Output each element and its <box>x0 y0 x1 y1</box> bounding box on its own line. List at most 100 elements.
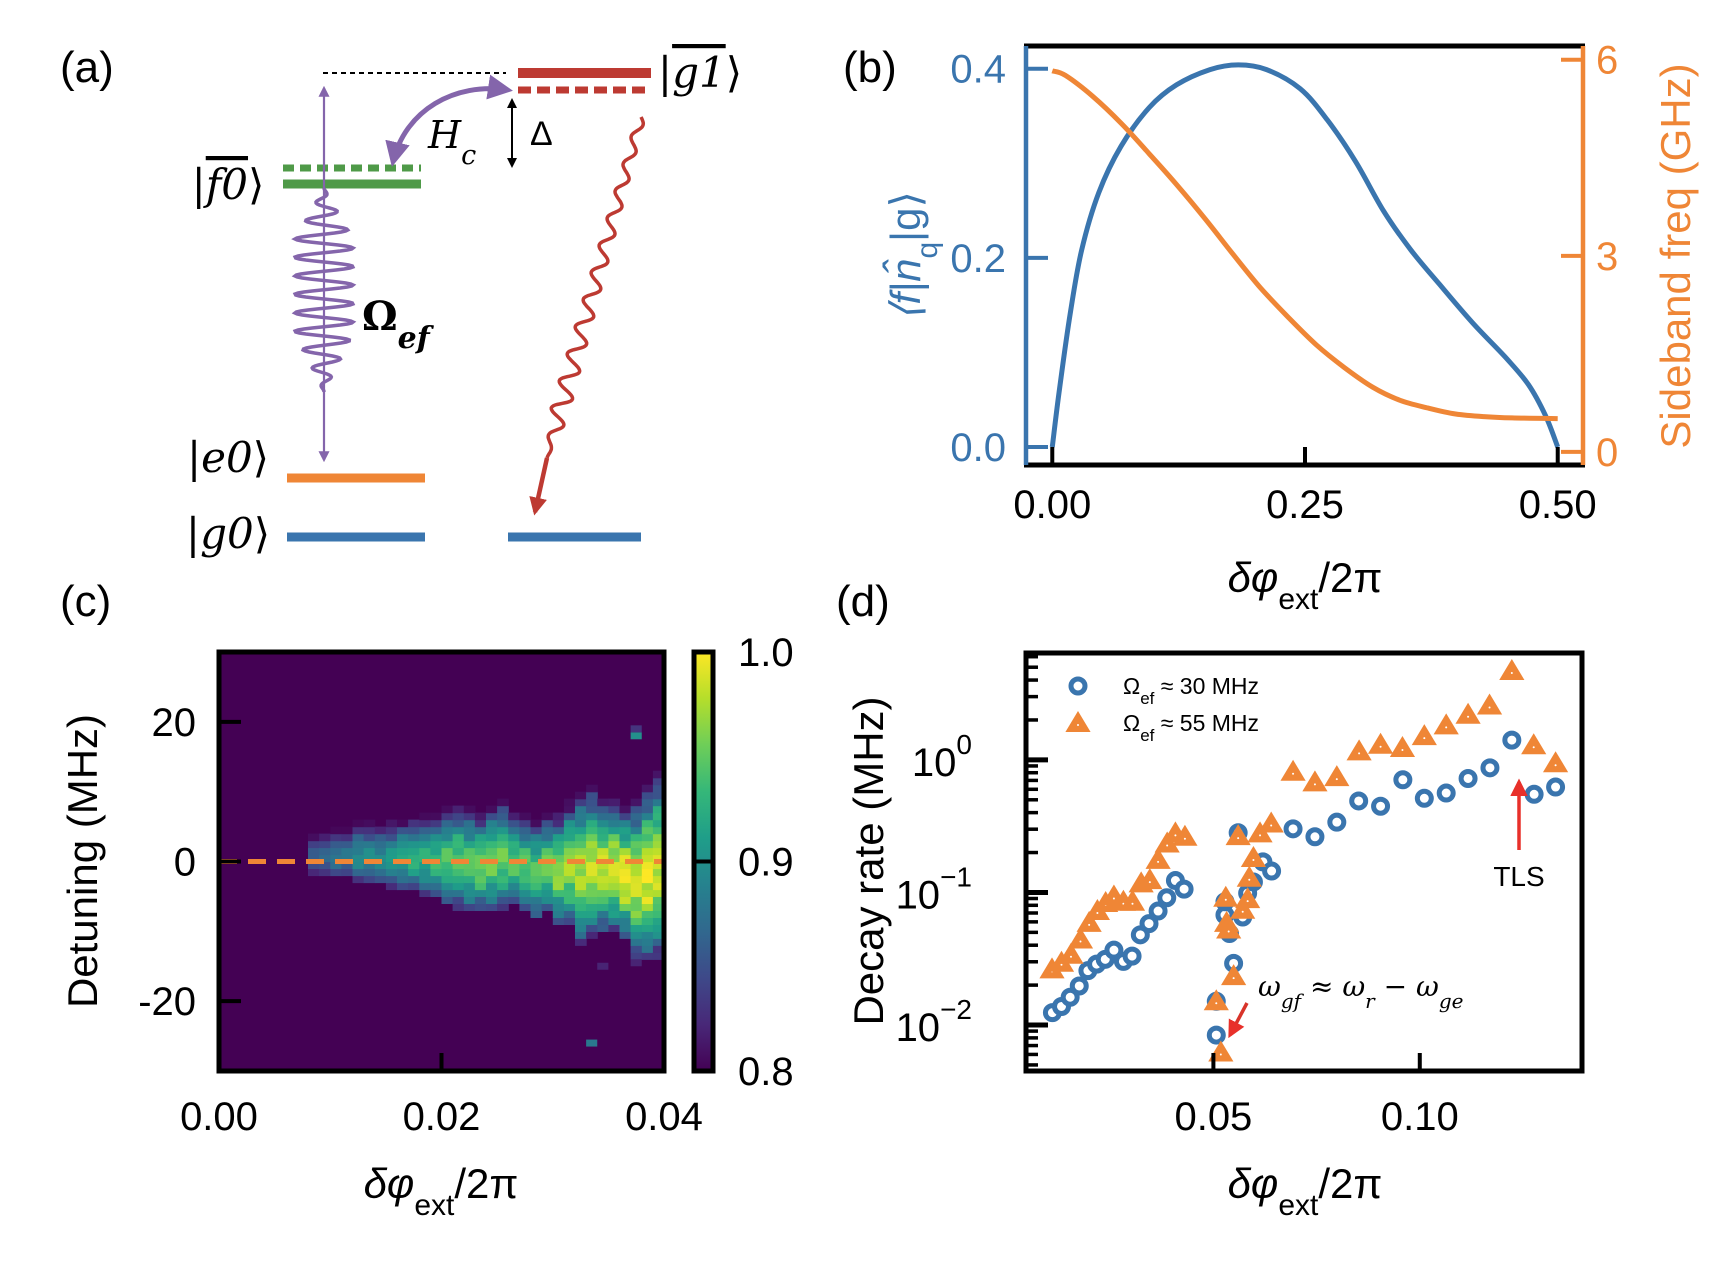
heatmap-cell <box>341 847 354 856</box>
heatmap-cell <box>463 805 476 814</box>
heatmap-cell <box>497 847 509 856</box>
heatmap-cell <box>541 812 554 821</box>
heatmap-cell <box>341 861 354 870</box>
heatmap-cell <box>408 875 420 884</box>
y-tick-label: 10−1 <box>896 861 972 917</box>
heatmap-cell <box>586 784 598 793</box>
heatmap-cell <box>641 826 654 835</box>
label-tail: /2π <box>454 1160 518 1207</box>
heatmap-cell <box>563 833 576 842</box>
heatmap-cell <box>452 889 465 897</box>
label-main: Ω <box>1123 673 1140 699</box>
heatmap-cell <box>619 903 632 911</box>
triangle-center-dot <box>1445 726 1448 729</box>
heatmap-cell <box>641 882 654 891</box>
heatmap-cell <box>374 875 387 884</box>
heatmap-cell <box>430 819 443 828</box>
y-left-tick-label: 0.2 <box>950 237 1006 281</box>
data-point-30mhz <box>1436 783 1456 803</box>
heatmap-cell <box>530 840 543 849</box>
data-point-55mhz <box>1542 751 1569 773</box>
heatmap-cell <box>474 896 487 904</box>
heatmap-cell <box>652 854 665 863</box>
heatmap-cell <box>575 903 587 911</box>
x-axis-label: δφext/2π <box>1228 554 1383 616</box>
heatmap-cell <box>497 882 509 891</box>
heatmap-cell <box>630 868 643 877</box>
heatmap-cell <box>619 896 632 904</box>
heatmap-cell <box>363 868 376 877</box>
heatmap-cell <box>541 861 554 870</box>
heatmap-cell <box>619 917 632 925</box>
heatmap-cell <box>452 882 465 891</box>
heatmap-cell <box>641 924 654 932</box>
heatmap-cell <box>508 812 520 821</box>
heatmap-cell <box>452 826 465 835</box>
heatmap-cell <box>519 819 532 828</box>
heatmap-cell <box>586 889 598 897</box>
heatmap-cell <box>541 882 554 891</box>
heatmap-cell <box>508 826 520 835</box>
heatmap-cell <box>563 889 576 897</box>
heatmap-cell <box>575 861 587 870</box>
heatmap-cell <box>541 847 554 856</box>
annotation-tls: TLS <box>1493 861 1544 892</box>
heatmap-cell <box>486 889 498 897</box>
heatmap-cell <box>363 875 376 884</box>
data-point-55mhz <box>1258 811 1284 833</box>
heatmap-cell <box>619 910 632 918</box>
heatmap-cell <box>541 903 554 911</box>
heatmap-cell <box>486 896 498 904</box>
y-right-tick-label: 6 <box>1596 39 1618 83</box>
label-main: Ω <box>1123 710 1140 736</box>
triangle-center-dot <box>1174 834 1177 837</box>
heatmap-cell <box>552 889 565 897</box>
tick-exponent: 0 <box>956 729 972 760</box>
state-label-e0: |e0⟩ <box>187 433 269 482</box>
heatmap-cell <box>597 962 609 970</box>
decay-wave-icon <box>545 116 646 459</box>
coupling-arrow <box>385 74 513 167</box>
x-tick-label: 0.00 <box>1013 483 1091 527</box>
heatmap-cell <box>630 819 643 828</box>
heatmap-cell <box>597 896 609 904</box>
heatmap-cell <box>508 854 520 863</box>
data-point-30mhz <box>1206 1025 1226 1045</box>
heatmap-cell <box>630 847 643 856</box>
plot-frame <box>1023 650 1585 1074</box>
heatmap-cell <box>641 784 654 793</box>
heatmap-cell <box>652 805 665 814</box>
heatmap-cell <box>575 910 587 918</box>
heatmap-cell <box>441 826 454 835</box>
heatmap-cell <box>474 812 487 821</box>
ket-bracket: ⟩ <box>253 433 269 482</box>
x-axis-label: δφext/2π <box>364 1160 519 1222</box>
data-point-55mhz <box>1389 735 1416 757</box>
heatmap-cell <box>563 798 576 807</box>
heatmap-cell <box>452 896 465 904</box>
heatmap-cell <box>552 875 565 884</box>
heatmap-cell <box>397 826 409 835</box>
heatmap-cell <box>630 952 643 960</box>
heatmap-cell <box>541 896 554 904</box>
heatmap-cell <box>608 924 621 932</box>
triangle-center-dot <box>1183 837 1186 840</box>
heatmap-cell <box>652 826 665 835</box>
heatmap-cell <box>330 840 342 849</box>
heatmap-cell <box>652 798 665 807</box>
heatmap-cell <box>385 861 398 870</box>
y-left-tick-label: 0.4 <box>950 48 1006 92</box>
heatmap-cell <box>408 833 420 842</box>
heatmap-cell <box>530 847 543 856</box>
heatmap-cell <box>330 868 342 877</box>
heatmap-cell <box>519 847 532 856</box>
heatmap-cell <box>619 931 632 939</box>
triangle-center-dot <box>1237 837 1240 840</box>
label-main: δφ <box>1228 1160 1279 1207</box>
heatmap-cell <box>486 826 498 835</box>
heatmap-cell <box>552 868 565 877</box>
heatmap-cell <box>441 840 454 849</box>
data-point-30mhz <box>1458 768 1478 788</box>
heatmap-cell <box>586 805 598 814</box>
drive-wave-icon <box>291 187 357 393</box>
